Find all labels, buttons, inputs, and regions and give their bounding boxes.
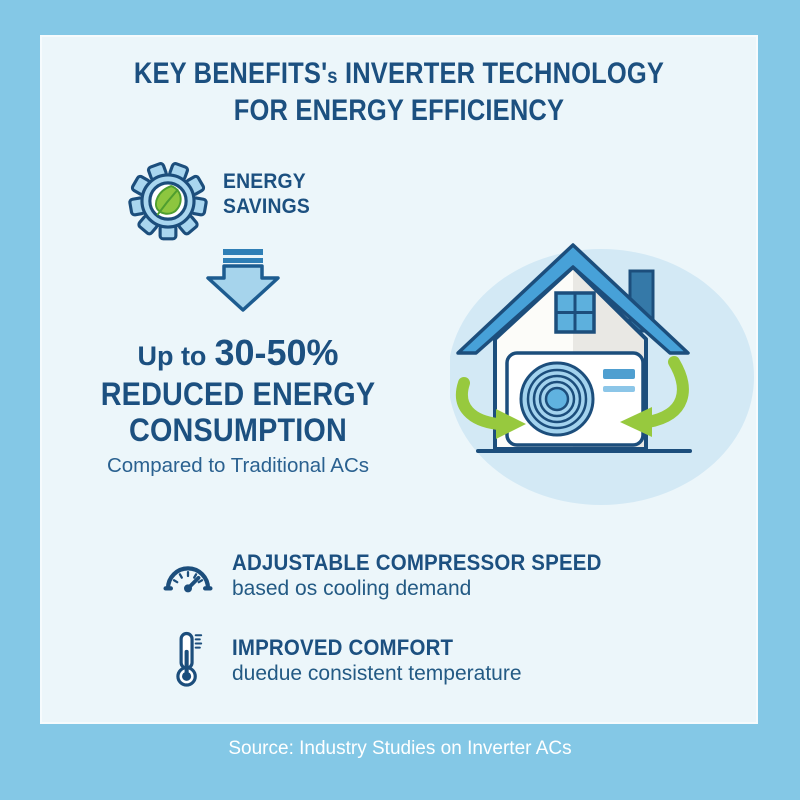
benefit-1-subtitle: based os cooling demand	[232, 577, 472, 600]
speedometer-icon	[163, 556, 213, 596]
benefit-1-title: ADJUSTABLE COMPRESSOR SPEED	[232, 550, 602, 575]
house-ac-illustration	[448, 231, 760, 531]
reduction-line-2: REDUCED ENERGY	[100, 376, 376, 412]
page-title: KEY BENEFITS's INVERTER TECHNOLOGY FOR E…	[40, 56, 758, 128]
ac-unit	[505, 351, 645, 447]
gear-leaf-icon	[128, 162, 208, 241]
roof	[456, 243, 690, 355]
thermometer-icon	[172, 630, 203, 688]
airflow-arrow-right	[620, 356, 689, 437]
energy-savings-callout: ENERGY SAVINGS	[126, 160, 320, 242]
benefit-row-2: IMPROVED COMFORT duedue consistent tempe…	[232, 634, 522, 686]
reduction-line-3: CONSUMPTION	[129, 412, 347, 448]
energy-savings-label: ENERGY SAVINGS	[223, 169, 310, 218]
airflow-arrow-left	[456, 377, 526, 439]
title-small-s: s	[327, 63, 338, 88]
source-attribution: Source: Industry Studies on Inverter ACs	[228, 738, 572, 759]
benefit-row-1: ADJUSTABLE COMPRESSOR SPEED based os coo…	[232, 549, 629, 601]
window	[554, 291, 596, 334]
reduction-note: Compared to Traditional ACs	[106, 454, 370, 477]
title-line-1: KEY BENEFITS's INVERTER TECHNOLOGY	[133, 57, 665, 90]
reduction-value: Up to 30-50%	[137, 332, 339, 373]
down-arrow-icon	[203, 249, 283, 312]
reduction-stat: Up to 30-50% REDUCED ENERGY CONSUMPTION C…	[48, 333, 428, 478]
title-line-2: FOR ENERGY EFFICIENCY	[233, 94, 565, 127]
benefit-2-subtitle: duedue consistent temperature	[232, 662, 522, 685]
benefit-2-title: IMPROVED COMFORT	[232, 635, 454, 660]
